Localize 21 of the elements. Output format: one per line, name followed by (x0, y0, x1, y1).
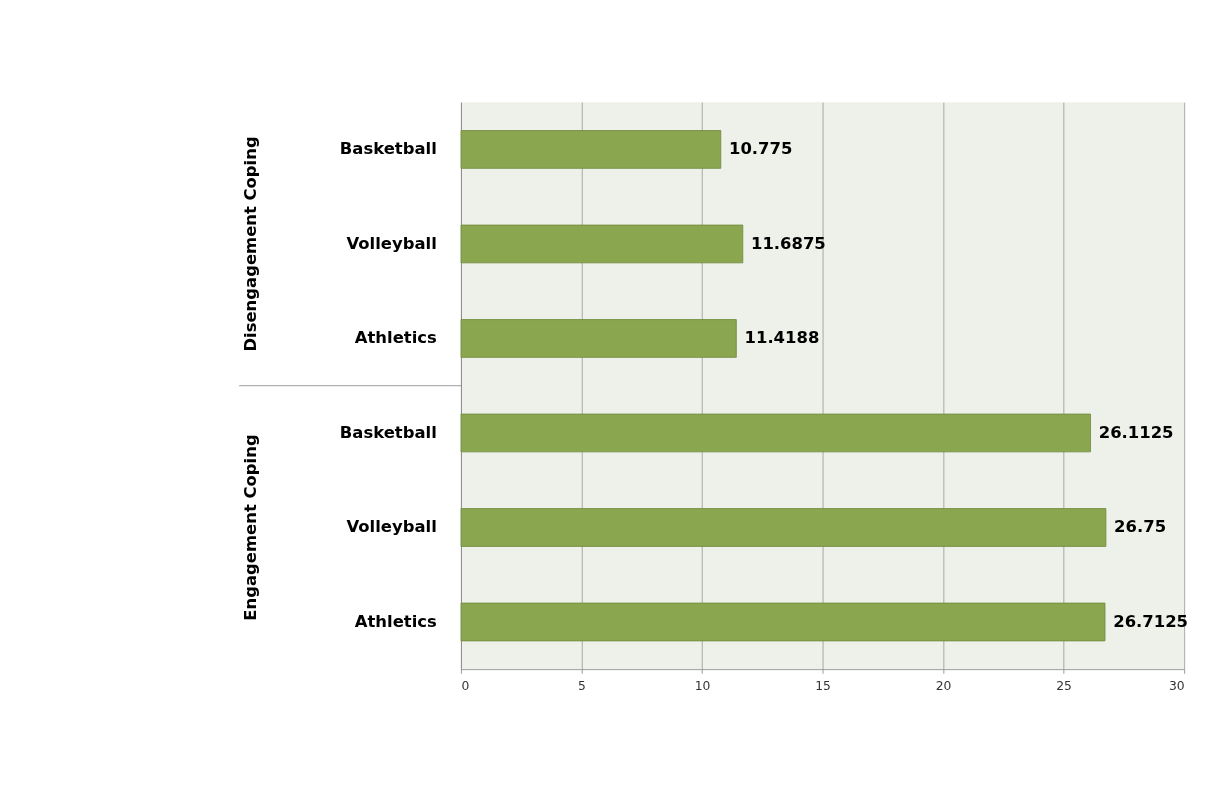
x-tick-label: 25 (1056, 679, 1072, 694)
data-label: 26.1125 (1098, 422, 1174, 442)
data-label: 10.775 (729, 139, 793, 159)
data-label: 11.6875 (751, 233, 826, 253)
y-tick-label: Athletics (354, 328, 437, 348)
data-label: 26.7125 (1113, 611, 1188, 631)
x-tick-label: 20 (935, 679, 952, 694)
data-label: 26.75 (1114, 517, 1167, 537)
data-label: 11.4188 (744, 328, 820, 348)
x-tick-label: 10 (694, 679, 711, 694)
x-tick-label: 30 (1168, 679, 1185, 694)
text: Engagement Coping (241, 434, 261, 621)
x-tick-label: 5 (578, 679, 586, 694)
x-tick-label: 0 (461, 679, 470, 694)
y-tick-label: Volleyball (346, 517, 437, 537)
y-tick-label: Basketball (339, 139, 437, 159)
y-tick-label: Volleyball (346, 233, 437, 253)
y-tick-label: Basketball (339, 422, 437, 442)
x-tick-label: 15 (815, 679, 831, 694)
text: Disengagement Coping (241, 136, 261, 352)
y-tick-label: Athletics (354, 611, 437, 631)
